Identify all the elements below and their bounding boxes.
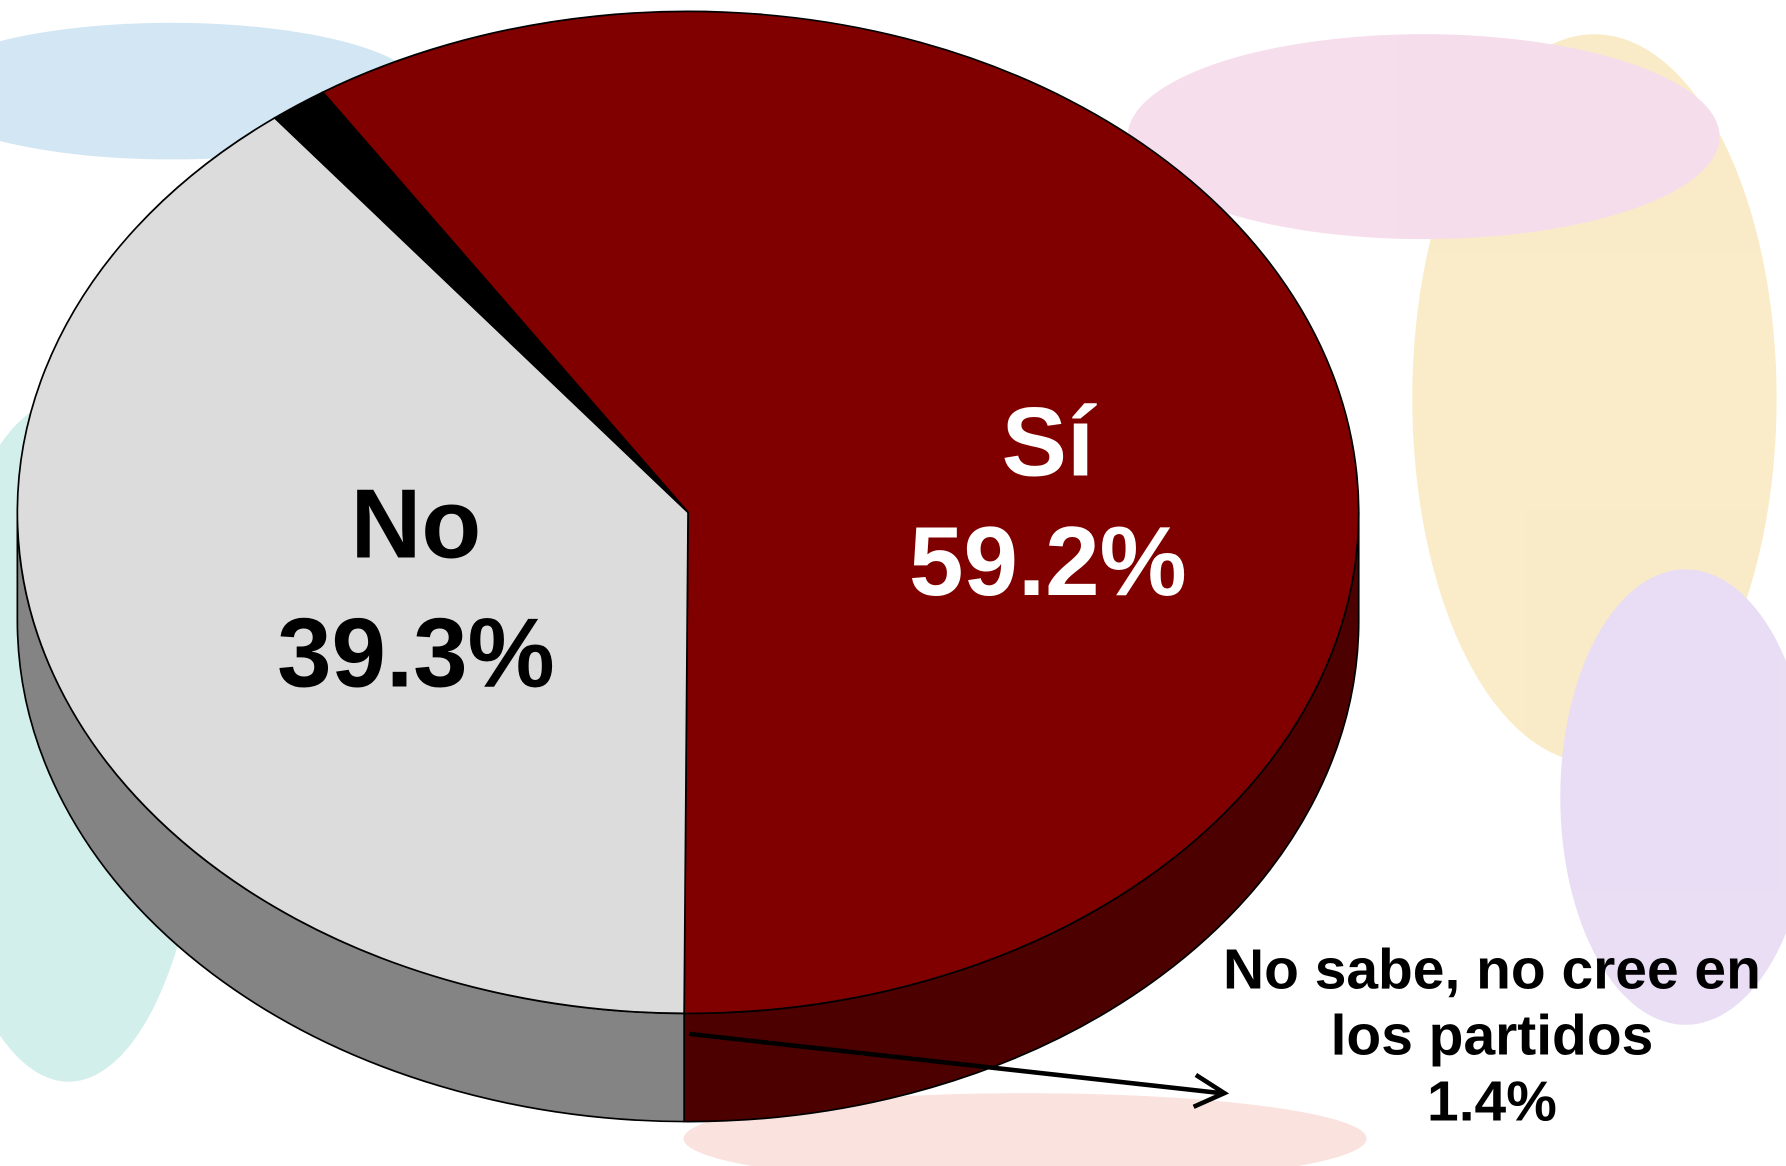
leader-arrow	[688, 1031, 1222, 1096]
category-label: No sabe, no cree en los partidos	[1222, 937, 1761, 1067]
category-label: No	[351, 469, 482, 579]
value-label: 1.4%	[1427, 1069, 1557, 1133]
value-label: 59.2%	[909, 506, 1187, 616]
callout-text: No sabe, no cree en los partidos 1.4%	[1185, 936, 1786, 1134]
slice	[321, 10, 1360, 1015]
pie	[16, 10, 1360, 1123]
category-label: Sí	[1002, 387, 1097, 497]
slice	[273, 91, 689, 514]
slice	[16, 116, 689, 1015]
arrow-head	[1192, 1072, 1230, 1109]
value-label: 39.3%	[277, 597, 555, 707]
